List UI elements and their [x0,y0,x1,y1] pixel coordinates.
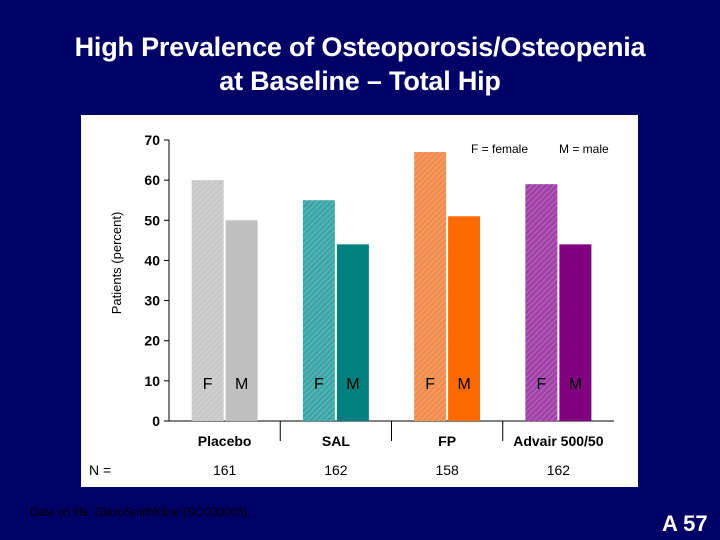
bar-female-hatch-1 [302,200,335,421]
bar-letter-M: M [569,376,582,393]
slide-number: A 57 [662,511,708,536]
bar-male-0 [225,220,258,421]
legend-female: F = female [471,142,528,156]
legend-male: M = male [559,142,609,156]
y-tick-label: 30 [144,293,160,309]
bar-female-hatch-2 [414,152,447,422]
n-value: 162 [547,462,571,478]
n-value: 161 [213,462,237,478]
title-line-2: at Baseline – Total Hip [219,66,501,96]
bar-male-3 [559,244,592,421]
footnote: Data on file. GlaxoSmithKline (SCO30003)… [30,507,251,519]
title-line-1: High Prevalence of Osteoporosis/Osteopen… [74,32,646,62]
bar-male-2 [448,216,481,421]
n-label: N = [89,462,111,478]
bar-letter-F: F [203,376,213,393]
bar-letter-F: F [425,376,435,393]
bar-chart: Patients (percent) F = female M = male N… [89,132,614,478]
bar-female-hatch-0 [191,180,224,421]
bar-female-hatch-3 [525,184,558,421]
x-tick-label: Advair 500/50 [513,433,603,449]
n-value: 158 [435,462,459,478]
x-tick-label: SAL [322,433,350,449]
bar-letter-F: F [314,376,324,393]
bar-letter-F: F [536,376,546,393]
y-axis-label: Patients (percent) [109,212,124,315]
slide-title: High Prevalence of Osteoporosis/Osteopen… [0,30,720,98]
y-tick-label: 0 [152,413,160,429]
plot-area: 0 10 20 30 40 50 60 70 F M Placebo 161 F M SAL 162 F M FP 1… [144,132,614,478]
y-tick-label: 40 [144,252,160,268]
y-tick-label: 50 [144,212,160,228]
y-tick-label: 70 [144,132,160,148]
bar-letter-M: M [346,376,359,393]
bar-letter-M: M [457,376,470,393]
n-value: 162 [324,462,348,478]
x-tick-label: Placebo [198,433,252,449]
chart-panel: Patients (percent) F = female M = male N… [81,115,638,487]
y-tick-label: 20 [144,333,160,349]
y-tick-label: 60 [144,172,160,188]
bar-letter-M: M [235,376,248,393]
x-tick-label: FP [438,433,456,449]
bar-male-1 [336,244,369,421]
y-tick-label: 10 [144,373,160,389]
